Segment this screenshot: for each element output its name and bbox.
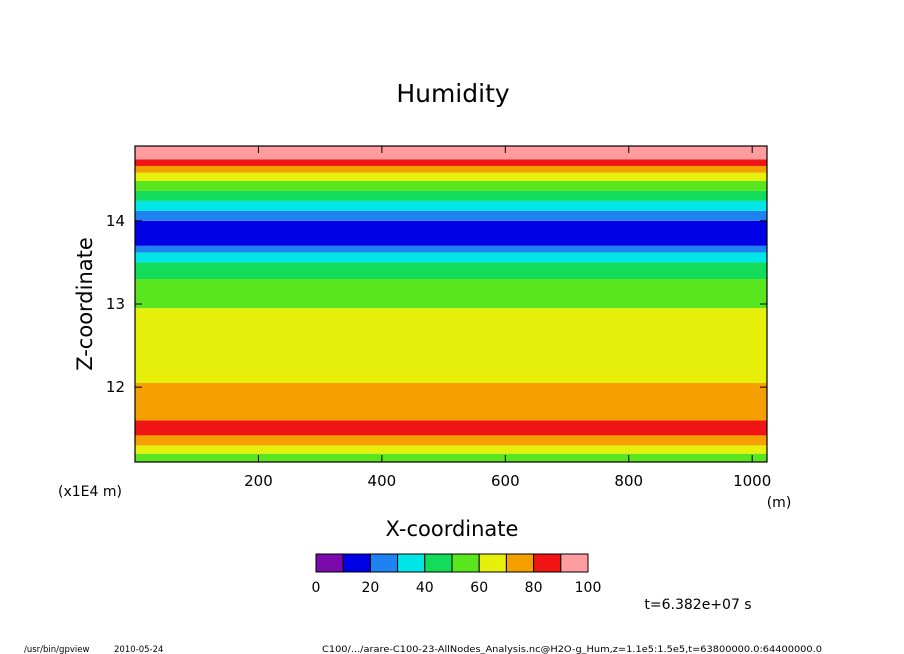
contour-band [135,190,767,201]
contour-band [135,453,767,462]
colorbar-swatch [533,553,562,573]
y-tick-label: 13 [106,295,125,313]
x-tick-label: 1000 [733,472,771,490]
x-tick-label: 800 [614,472,643,490]
contour-band [135,262,767,280]
footer-program: /usr/bin/gpview [24,645,89,654]
colorbar: 0 20 40 60 80 100 [312,553,602,596]
colorbar-swatch [315,553,344,573]
contour-band [135,172,767,181]
colorbar-tick-label: 40 [416,580,434,596]
contour-band [135,165,767,173]
colorbar-swatch [478,553,507,573]
x-tick-label: 400 [368,472,397,490]
colorbar-tick-label: 100 [575,580,602,596]
footer-date: 2010-05-24 [114,645,163,654]
contour-band [135,420,767,436]
contour-band [135,200,767,211]
contour-band [135,159,767,166]
footer-source: C100/.../arare-C100-23-AllNodes_Analysis… [322,645,822,654]
x-axis-label: X-coordinate [386,517,519,541]
contour-band [135,435,767,446]
colorbar-swatch [560,553,589,573]
colorbar-swatch [369,553,399,573]
colorbar-swatch [424,553,453,573]
contour-band [135,252,767,263]
contour-band [135,180,767,191]
y-tick-label: 14 [106,212,125,230]
colorbar-swatch [505,553,535,573]
x-tick-label: 200 [244,472,273,490]
x-tick-label: 600 [491,472,520,490]
x-axis: 200 400 600 800 1000 [244,146,771,490]
contour-band [135,279,767,309]
y-axis: 12 13 14 [106,212,767,396]
x-unit-label: (m) [767,495,792,511]
y-axis-label: Z-coordinate [73,237,97,371]
contour-band [135,383,767,421]
colorbar-tick-label: 20 [361,580,379,596]
time-annotation: t=6.382e+07 s [644,597,751,613]
contour-band [135,146,767,160]
contour-band [135,210,767,221]
colorbar-tick-label: 80 [525,580,543,596]
colorbar-swatch [397,553,426,573]
contour-band [135,245,767,253]
colorbar-swatch [342,553,371,573]
chart-title: Humidity [396,79,510,108]
y-tick-label: 12 [106,378,125,396]
colorbar-tick-label: 0 [312,580,321,596]
plot-area [135,146,767,462]
contour-band [135,308,767,383]
y-unit-label: (x1E4 m) [58,484,122,500]
colorbar-tick-label: 60 [470,580,488,596]
colorbar-swatch [451,553,480,573]
contour-band [135,220,767,246]
contour-band [135,445,767,454]
